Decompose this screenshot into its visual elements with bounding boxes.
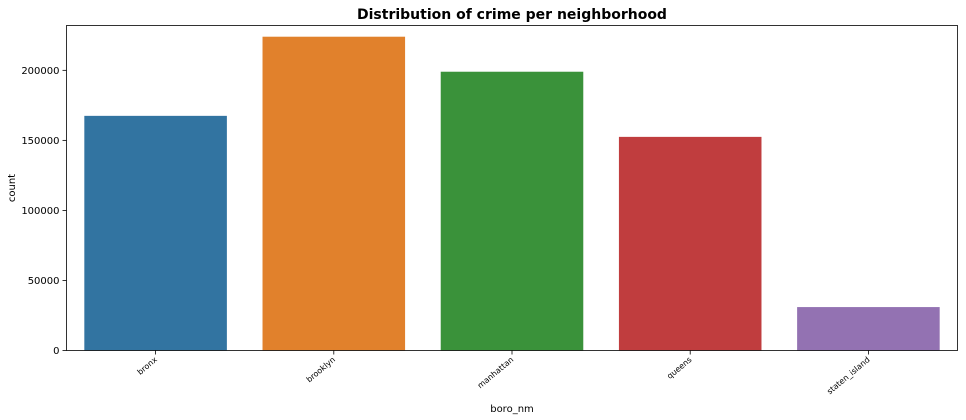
x-tick-label: queens: [665, 355, 693, 381]
x-tick-label: brooklyn: [305, 355, 337, 384]
x-axis-label: boro_nm: [490, 404, 534, 415]
bar-brooklyn: [262, 36, 406, 351]
bars-group: [84, 36, 940, 351]
y-tick-label: 200000: [21, 66, 59, 77]
y-axis-label: count: [7, 174, 18, 202]
bar-manhattan: [440, 71, 584, 351]
y-tick-label: 0: [53, 346, 59, 357]
bar-queens: [618, 136, 762, 351]
plot-frame: [66, 25, 958, 351]
y-tick-label: 150000: [21, 136, 59, 147]
y-axis: 0 50000 100000 150000 200000: [21, 66, 67, 357]
bar-staten_island: [797, 307, 940, 351]
x-tick-label: staten_island: [825, 355, 871, 396]
bar-bronx: [84, 115, 227, 351]
y-tick-label: 50000: [28, 276, 60, 287]
x-tick-label: manhattan: [476, 355, 515, 390]
chart-title: Distribution of crime per neighborhood: [357, 7, 667, 23]
y-tick-label: 100000: [21, 206, 59, 217]
x-axis: bronx brooklyn manhattan queens staten_islan…: [136, 350, 872, 396]
x-tick-label: bronx: [136, 355, 160, 377]
